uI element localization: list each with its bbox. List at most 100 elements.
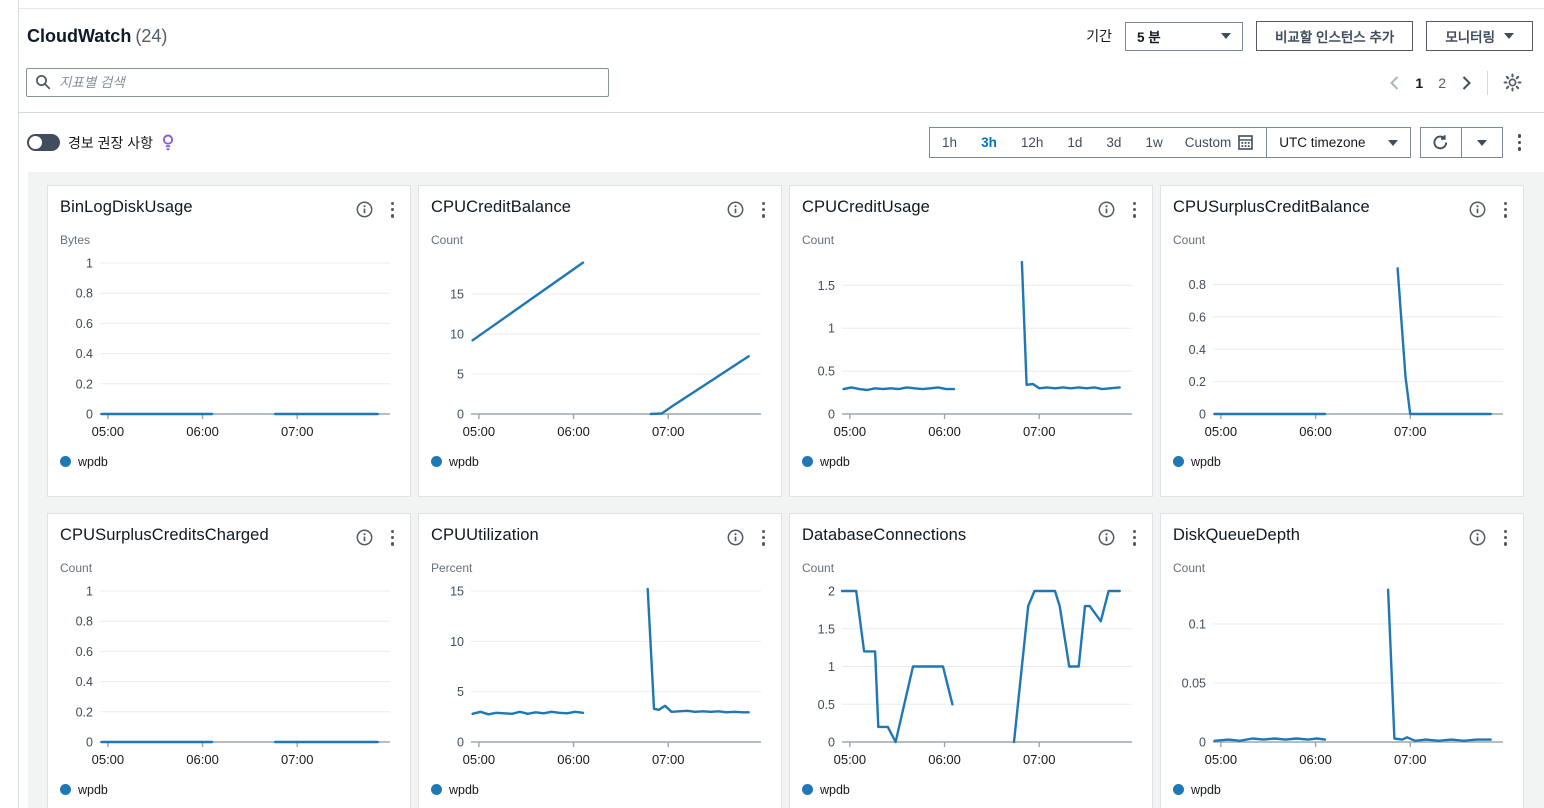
svg-text:06:00: 06:00 (928, 424, 961, 439)
chart-card-header: CPUUtilization (431, 526, 767, 548)
pagination-page-2[interactable]: 2 (1438, 74, 1446, 91)
panel-top-border (18, 8, 1544, 9)
chart-menu-kebab-icon[interactable] (760, 200, 767, 220)
chart-plot[interactable]: 2 1.5 1 0.5 0 05:00 06:00 07:00 (802, 577, 1138, 782)
monitoring-menu-button[interactable]: 모니터링 (1426, 21, 1533, 51)
pagination-divider (1487, 70, 1488, 95)
chart-legend[interactable]: wpdb (60, 455, 396, 469)
alarm-recommendations-toggle[interactable] (27, 134, 60, 151)
chart-card-header: CPUCreditBalance (431, 198, 767, 220)
chart-plot[interactable]: 1 0.8 0.6 0.4 0.2 0 05:00 06:00 07:00 (60, 249, 396, 454)
charts-grid: BinLogDiskUsage Bytes 1 0.8 0.6 0.4 0.2 0 05:0… (47, 185, 1528, 808)
lightbulb-icon[interactable] (161, 134, 175, 151)
header-row: CloudWatch (24) 기간 5 분 비교할 인스턴스 추가 모니터링 (27, 21, 1533, 51)
chart-legend[interactable]: wpdb (1173, 455, 1509, 469)
chart-menu-kebab-icon[interactable] (1131, 200, 1138, 220)
time-range-1h[interactable]: 1h (942, 135, 958, 150)
chart-legend[interactable]: wpdb (1173, 783, 1509, 797)
refresh-options-button[interactable] (1460, 127, 1503, 158)
chart-legend[interactable]: wpdb (802, 455, 1138, 469)
legend-dot-icon (802, 784, 813, 796)
chart-legend[interactable]: wpdb (802, 783, 1138, 797)
info-icon[interactable] (727, 529, 744, 546)
legend-label: wpdb (1191, 454, 1221, 469)
chart-plot[interactable]: 0.8 0.6 0.4 0.2 0 05:00 06:00 07:00 (1173, 249, 1509, 454)
info-icon[interactable] (1469, 529, 1486, 546)
chart-plot[interactable]: 15 10 5 0 05:00 06:00 07:00 (431, 249, 767, 454)
svg-text:06:00: 06:00 (186, 752, 219, 767)
alarm-recommendations-label: 경보 권장 사항 (68, 134, 154, 151)
period-select[interactable]: 5 분 (1125, 21, 1244, 51)
legend-label: wpdb (78, 782, 108, 797)
chart-card-actions (727, 198, 767, 220)
chart-unit-label: Count (802, 560, 835, 575)
chart-menu-kebab-icon[interactable] (1502, 200, 1509, 220)
time-range-1w[interactable]: 1w (1145, 135, 1163, 150)
svg-text:0.1: 0.1 (1189, 617, 1206, 631)
chart-legend[interactable]: wpdb (60, 783, 396, 797)
chart-menu-kebab-icon[interactable] (1502, 528, 1509, 548)
chart-card-actions (1469, 198, 1509, 220)
chart-legend[interactable]: wpdb (431, 455, 767, 469)
svg-text:07:00: 07:00 (652, 424, 685, 439)
chart-menu-kebab-icon[interactable] (389, 200, 396, 220)
info-icon[interactable] (356, 201, 373, 218)
svg-text:0: 0 (1199, 735, 1206, 749)
time-range-12h[interactable]: 12h (1020, 135, 1044, 150)
refresh-icon (1433, 135, 1448, 150)
chart-card: DiskQueueDepth Count 0.1 0.05 0 05:00 06:00 0… (1160, 513, 1524, 808)
time-range-3h[interactable]: 3h (981, 135, 997, 150)
legend-label: wpdb (1191, 782, 1221, 797)
chart-card: CPUUtilization Percent 15 10 5 0 05:00 06:00 0… (418, 513, 782, 808)
chart-unit-label: Bytes (60, 232, 91, 247)
time-range-3d[interactable]: 3d (1106, 135, 1122, 150)
legend-dot-icon (431, 784, 442, 796)
header-controls: 기간 5 분 비교할 인스턴스 추가 모니터링 (1086, 21, 1533, 51)
time-range-1d[interactable]: 1d (1067, 135, 1083, 150)
chart-plot[interactable]: 1 0.8 0.6 0.4 0.2 0 05:00 06:00 07:00 (60, 577, 396, 782)
pagination-next-icon[interactable] (1461, 75, 1472, 91)
page-title: CloudWatch (24) (27, 26, 167, 47)
chart-plot[interactable]: 0.1 0.05 0 05:00 06:00 07:00 (1173, 577, 1509, 782)
chart-menu-kebab-icon[interactable] (389, 528, 396, 548)
svg-text:0.8: 0.8 (76, 286, 93, 300)
info-icon[interactable] (356, 529, 373, 546)
svg-text:15: 15 (450, 287, 464, 301)
info-icon[interactable] (727, 201, 744, 218)
chart-card-actions (1098, 526, 1138, 548)
chart-title: DiskQueueDepth (1173, 526, 1301, 544)
time-range-custom[interactable]: Custom (1175, 135, 1267, 150)
timezone-select[interactable]: UTC timezone (1266, 127, 1411, 158)
legend-dot-icon (60, 784, 71, 796)
add-compare-instance-button[interactable]: 비교할 인스턴스 추가 (1256, 21, 1414, 51)
svg-text:0: 0 (828, 407, 835, 421)
chart-menu-kebab-icon[interactable] (760, 528, 767, 548)
chart-legend[interactable]: wpdb (431, 783, 767, 797)
svg-text:05:00: 05:00 (1205, 752, 1238, 767)
chart-menu-kebab-icon[interactable] (1131, 528, 1138, 548)
toolbar-kebab-icon[interactable] (1516, 132, 1524, 153)
chart-unit-label: Percent (431, 560, 473, 575)
chart-card-header: BinLogDiskUsage (60, 198, 396, 220)
svg-text:06:00: 06:00 (557, 424, 590, 439)
chart-card-actions (727, 526, 767, 548)
settings-gear-icon[interactable] (1503, 73, 1522, 92)
search-wrap (26, 68, 609, 97)
info-icon[interactable] (1098, 529, 1115, 546)
svg-text:1.5: 1.5 (818, 622, 835, 636)
chart-title: CPUCreditBalance (431, 198, 572, 216)
refresh-button[interactable] (1419, 127, 1462, 158)
info-icon[interactable] (1469, 201, 1486, 218)
info-icon[interactable] (1098, 201, 1115, 218)
svg-text:06:00: 06:00 (928, 752, 961, 767)
refresh-group (1419, 127, 1503, 158)
chart-card: BinLogDiskUsage Bytes 1 0.8 0.6 0.4 0.2 0 05:0… (47, 185, 411, 497)
chart-card: CPUCreditUsage Count 1.5 1 0.5 0 05:00 06:00 0… (789, 185, 1153, 497)
search-input[interactable] (26, 68, 609, 97)
pagination-prev-icon[interactable] (1389, 75, 1400, 91)
chart-card-header: CPUCreditUsage (802, 198, 1138, 220)
chart-plot[interactable]: 1.5 1 0.5 0 05:00 06:00 07:00 (802, 249, 1138, 454)
chart-plot[interactable]: 15 10 5 0 05:00 06:00 07:00 (431, 577, 767, 782)
pagination-page-1[interactable]: 1 (1415, 74, 1424, 91)
calendar-icon (1238, 135, 1254, 150)
